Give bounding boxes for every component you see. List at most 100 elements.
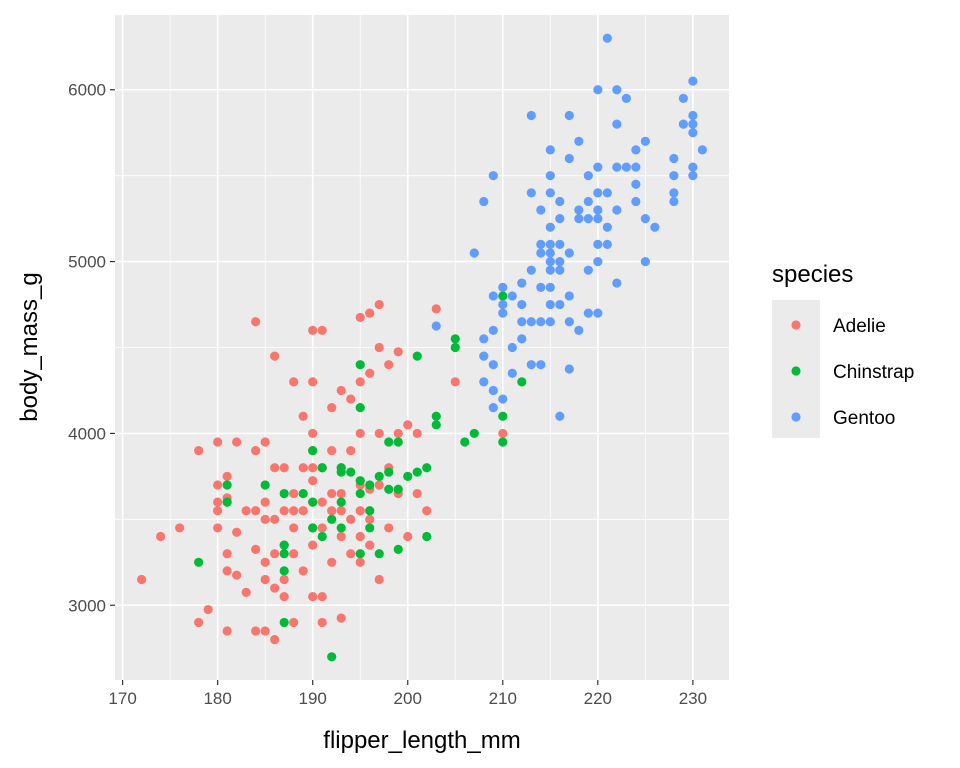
- data-point-gentoo: [545, 317, 555, 327]
- data-point-gentoo: [517, 299, 527, 310]
- data-point-gentoo: [688, 162, 698, 172]
- data-point-gentoo: [507, 342, 517, 353]
- data-point-gentoo: [545, 265, 555, 275]
- data-point-gentoo: [545, 299, 555, 310]
- data-point-chinstrap: [450, 334, 460, 344]
- data-point-adelie: [241, 587, 251, 597]
- data-point-gentoo: [593, 162, 603, 172]
- y-tick-label: 5000: [68, 253, 106, 272]
- data-point-adelie: [317, 523, 327, 533]
- data-point-gentoo: [640, 256, 650, 267]
- data-point-gentoo: [479, 377, 489, 387]
- data-point-gentoo: [564, 110, 574, 121]
- data-point-adelie: [232, 527, 242, 537]
- data-point-gentoo: [536, 282, 546, 292]
- data-point-adelie: [308, 325, 318, 335]
- data-point-gentoo: [602, 33, 612, 43]
- legend-key-chinstrap: [791, 366, 801, 376]
- data-point-adelie: [298, 566, 308, 576]
- data-point-adelie: [270, 635, 280, 645]
- data-points: [137, 33, 707, 662]
- data-point-gentoo: [536, 239, 546, 249]
- data-point-adelie: [336, 488, 346, 499]
- data-point-gentoo: [593, 308, 603, 318]
- data-point-adelie: [355, 557, 365, 567]
- data-point-adelie: [308, 540, 318, 550]
- data-point-adelie: [251, 626, 261, 636]
- data-point-gentoo: [498, 299, 508, 310]
- data-point-chinstrap: [355, 488, 365, 499]
- data-point-adelie: [279, 574, 289, 585]
- data-point-adelie: [450, 377, 460, 387]
- data-point-adelie: [317, 497, 327, 507]
- data-point-chinstrap: [498, 437, 508, 447]
- data-point-adelie: [289, 549, 299, 559]
- data-point-gentoo: [678, 93, 688, 103]
- data-point-adelie: [260, 514, 270, 524]
- data-point-gentoo: [488, 291, 498, 301]
- data-point-gentoo: [555, 299, 565, 310]
- data-point-adelie: [194, 617, 204, 628]
- data-point-gentoo: [574, 214, 584, 224]
- data-point-gentoo: [555, 265, 565, 275]
- data-point-adelie: [289, 488, 299, 499]
- data-point-chinstrap: [317, 531, 327, 542]
- data-point-gentoo: [526, 110, 536, 121]
- data-point-adelie: [365, 514, 375, 524]
- data-point-adelie: [327, 557, 337, 567]
- data-point-gentoo: [498, 282, 508, 292]
- data-point-adelie: [260, 574, 270, 585]
- data-point-gentoo: [621, 93, 631, 103]
- data-point-adelie: [355, 531, 365, 542]
- data-point-adelie: [222, 566, 232, 576]
- data-point-gentoo: [669, 188, 679, 198]
- data-point-gentoo: [555, 214, 565, 224]
- data-point-adelie: [365, 368, 375, 378]
- data-point-gentoo: [536, 317, 546, 327]
- data-point-adelie: [393, 347, 403, 357]
- data-point-gentoo: [488, 385, 498, 396]
- data-point-adelie: [260, 557, 270, 567]
- data-point-adelie: [317, 592, 327, 602]
- data-point-chinstrap: [279, 540, 289, 550]
- data-point-chinstrap: [336, 497, 346, 507]
- data-point-adelie: [336, 506, 346, 516]
- data-point-adelie: [232, 437, 242, 447]
- data-point-chinstrap: [374, 549, 384, 559]
- data-point-chinstrap: [469, 428, 479, 439]
- data-point-chinstrap: [384, 437, 394, 447]
- data-point-gentoo: [545, 256, 555, 267]
- data-point-chinstrap: [412, 351, 422, 361]
- data-point-adelie: [260, 626, 270, 636]
- data-point-chinstrap: [384, 467, 394, 477]
- x-tick-label: 180: [203, 689, 231, 708]
- data-point-gentoo: [488, 360, 498, 370]
- data-point-adelie: [260, 497, 270, 507]
- data-point-gentoo: [564, 153, 574, 164]
- data-point-adelie: [222, 549, 232, 559]
- data-point-chinstrap: [498, 411, 508, 421]
- data-point-chinstrap: [431, 411, 441, 421]
- data-point-gentoo: [688, 110, 698, 121]
- data-point-adelie: [270, 583, 280, 593]
- data-point-gentoo: [545, 188, 555, 198]
- data-point-chinstrap: [431, 420, 441, 430]
- data-point-adelie: [327, 446, 337, 456]
- data-point-gentoo: [669, 196, 679, 207]
- data-point-gentoo: [678, 119, 688, 129]
- data-point-chinstrap: [336, 463, 346, 473]
- data-point-gentoo: [479, 196, 489, 207]
- legend-label-adelie: Adelie: [833, 316, 886, 337]
- data-point-chinstrap: [222, 497, 232, 507]
- data-point-gentoo: [688, 171, 698, 181]
- data-point-chinstrap: [298, 488, 308, 499]
- data-point-chinstrap: [222, 480, 232, 490]
- x-tick-label: 230: [679, 689, 707, 708]
- data-point-adelie: [156, 531, 166, 542]
- data-point-adelie: [422, 506, 432, 516]
- legend-label-chinstrap: Chinstrap: [833, 362, 914, 383]
- data-point-adelie: [175, 523, 185, 533]
- data-point-adelie: [336, 613, 346, 623]
- data-point-chinstrap: [460, 437, 470, 447]
